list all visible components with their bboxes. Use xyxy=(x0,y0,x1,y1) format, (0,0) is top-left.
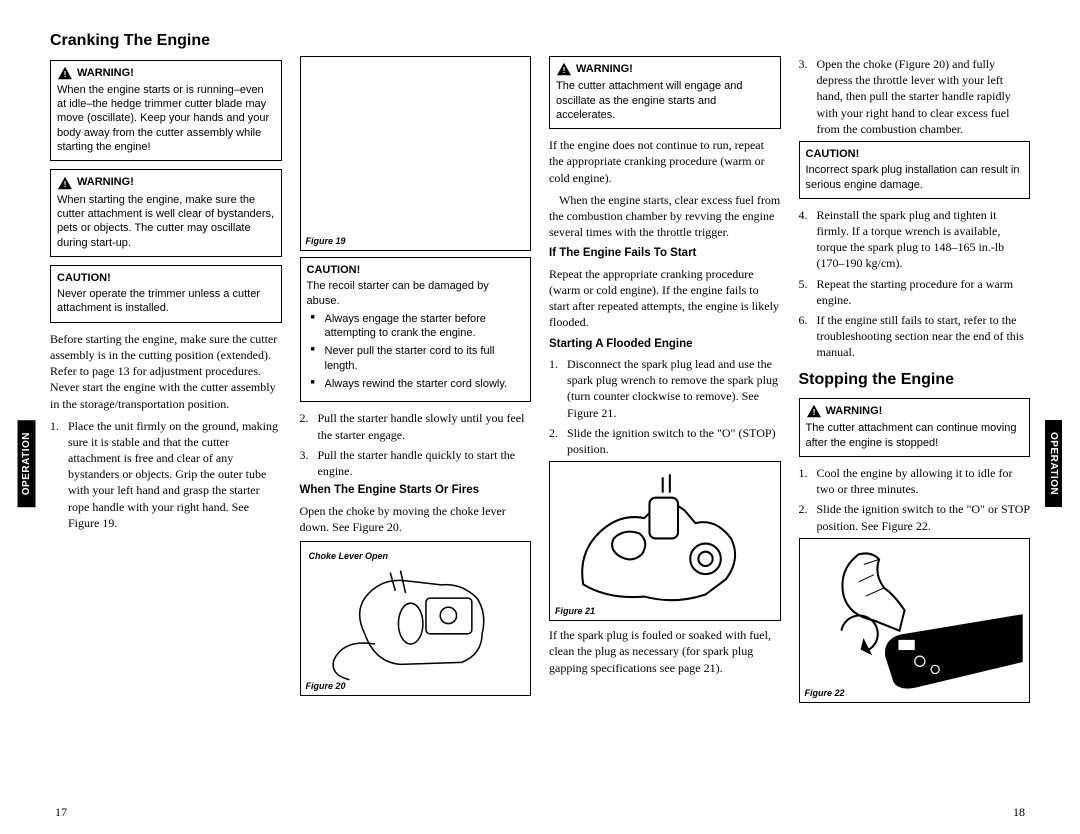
figure-21: Figure 21 xyxy=(549,461,781,621)
page-num-left: 17 xyxy=(55,804,67,820)
list-item: 2.Pull the starter handle slowly until y… xyxy=(300,410,532,442)
para-fails: Repeat the appropriate cranking procedur… xyxy=(549,266,781,331)
list-item: 1.Disconnect the spark plug lead and use… xyxy=(549,356,781,421)
fig20-label: Figure 20 xyxy=(306,680,346,692)
list-item: 5.Repeat the starting procedure for a wa… xyxy=(799,276,1031,308)
list-item: 2.Slide the ignition switch to the "O" (… xyxy=(549,425,781,457)
list-item: 3.Pull the starter handle quickly to sta… xyxy=(300,447,532,479)
warn-label: WARNING! xyxy=(77,66,134,80)
col-3: ! WARNING! The cutter attachment will en… xyxy=(549,30,781,790)
figure-19: Figure 19 xyxy=(300,56,532,251)
li2-text: Pull the starter handle slowly until you… xyxy=(318,411,525,441)
caution-label: CAUTION! xyxy=(307,263,525,277)
warn4-text: The cutter attachment can continue movin… xyxy=(806,421,1024,450)
fig21-svg xyxy=(550,462,780,620)
fig20-svg xyxy=(301,542,531,695)
sub-when: When The Engine Starts Or Fires xyxy=(300,483,532,499)
warning-icon: ! xyxy=(57,66,73,80)
fl6-text: If the engine still fails to start, refe… xyxy=(817,313,1024,359)
fl3-text: Open the choke (Figure 20) and fully dep… xyxy=(817,57,1011,136)
side-tab-right: OPERATION xyxy=(1045,420,1063,507)
para-fouled: If the spark plug is fouled or soaked wi… xyxy=(549,627,781,676)
warning-icon: ! xyxy=(556,62,572,76)
fl5-text: Repeat the starting procedure for a warm… xyxy=(817,277,1014,307)
warning-box-3: ! WARNING! The cutter attachment will en… xyxy=(549,56,781,129)
figure-20: Choke Lever Open Figure 20 xyxy=(300,541,532,696)
para-before: Before starting the engine, make sure th… xyxy=(50,331,282,412)
svg-text:!: ! xyxy=(64,178,67,188)
caution2-text: The recoil starter can be damaged by abu… xyxy=(307,279,525,308)
warn3-text: The cutter attachment will engage and os… xyxy=(556,79,774,122)
side-tab-left: OPERATION xyxy=(18,420,36,507)
li3-text: Pull the starter handle quickly to start… xyxy=(318,448,516,478)
list-item: 1.Place the unit firmly on the ground, m… xyxy=(50,418,282,531)
warn-label: WARNING! xyxy=(77,175,134,189)
bullet-item: Always rewind the starter cord slowly. xyxy=(307,377,525,391)
fl1-text: Disconnect the spark plug lead and use t… xyxy=(567,357,778,420)
para-clears: When the engine starts, clear excess fue… xyxy=(549,192,781,241)
sub-flood: Starting A Flooded Engine xyxy=(549,337,781,353)
warning-icon: ! xyxy=(806,404,822,418)
fig21-label: Figure 21 xyxy=(555,605,595,617)
caution-box-2: CAUTION! The recoil starter can be damag… xyxy=(300,257,532,402)
warn-label: WARNING! xyxy=(576,62,633,76)
svg-text:!: ! xyxy=(563,65,566,75)
list-item: 1.Cool the engine by allowing it to idle… xyxy=(799,465,1031,497)
caution-label: CAUTION! xyxy=(806,147,1024,161)
h1-stopping: Stopping the Engine xyxy=(799,369,1031,391)
warning-box-1: ! WARNING! When the engine starts or is … xyxy=(50,60,282,162)
figure-22: Figure 22 xyxy=(799,538,1031,703)
page-columns: Cranking The Engine ! WARNING! When the … xyxy=(50,30,1030,790)
bullet-item: Always engage the starter before attempt… xyxy=(307,312,525,341)
para-ifnot: If the engine does not continue to run, … xyxy=(549,137,781,186)
caution1-text: Never operate the trimmer unless a cutte… xyxy=(57,287,275,316)
fig20-anno: Choke Lever Open xyxy=(309,550,389,562)
col-2: Figure 19 CAUTION! The recoil starter ca… xyxy=(300,30,532,790)
fig22-svg xyxy=(800,539,1030,702)
warn-label: WARNING! xyxy=(826,404,883,418)
list-item: 3.Open the choke (Figure 20) and fully d… xyxy=(799,56,1031,137)
caution-box-3: CAUTION! Incorrect spark plug installati… xyxy=(799,141,1031,199)
fig22-label: Figure 22 xyxy=(805,687,845,699)
warn2-text: When starting the engine, make sure the … xyxy=(57,193,275,250)
sub-fails: If The Engine Fails To Start xyxy=(549,246,781,262)
list-item: 4.Reinstall the spark plug and tighten i… xyxy=(799,207,1031,272)
fl2-text: Slide the ignition switch to the "O" (ST… xyxy=(567,426,776,456)
caution-label: CAUTION! xyxy=(57,271,275,285)
svg-text:!: ! xyxy=(64,69,67,79)
warning-icon: ! xyxy=(57,176,73,190)
st1-text: Cool the engine by allowing it to idle f… xyxy=(817,466,1013,496)
bullet-item: Never pull the starter cord to its full … xyxy=(307,344,525,373)
warning-box-2: ! WARNING! When starting the engine, mak… xyxy=(50,169,282,256)
svg-text:!: ! xyxy=(812,407,815,417)
caution-box-1: CAUTION! Never operate the trimmer unles… xyxy=(50,265,282,323)
h1-cranking: Cranking The Engine xyxy=(50,30,282,52)
warning-box-4: ! WARNING! The cutter attachment can con… xyxy=(799,398,1031,457)
fl4-text: Reinstall the spark plug and tighten it … xyxy=(817,208,1005,271)
st2-text: Slide the ignition switch to the "O" or … xyxy=(817,502,1030,532)
li1-text: Place the unit firmly on the ground, mak… xyxy=(68,419,278,530)
para-open: Open the choke by moving the choke lever… xyxy=(300,503,532,535)
caution3-text: Incorrect spark plug installation can re… xyxy=(806,163,1024,192)
page-num-right: 18 xyxy=(1013,804,1025,820)
list-item: 6.If the engine still fails to start, re… xyxy=(799,312,1031,361)
list-item: 2.Slide the ignition switch to the "O" o… xyxy=(799,501,1031,533)
col-4: 3.Open the choke (Figure 20) and fully d… xyxy=(799,30,1031,790)
fig19-label: Figure 19 xyxy=(306,235,346,247)
warn1-text: When the engine starts or is running–eve… xyxy=(57,83,275,154)
col-1: Cranking The Engine ! WARNING! When the … xyxy=(50,30,282,790)
